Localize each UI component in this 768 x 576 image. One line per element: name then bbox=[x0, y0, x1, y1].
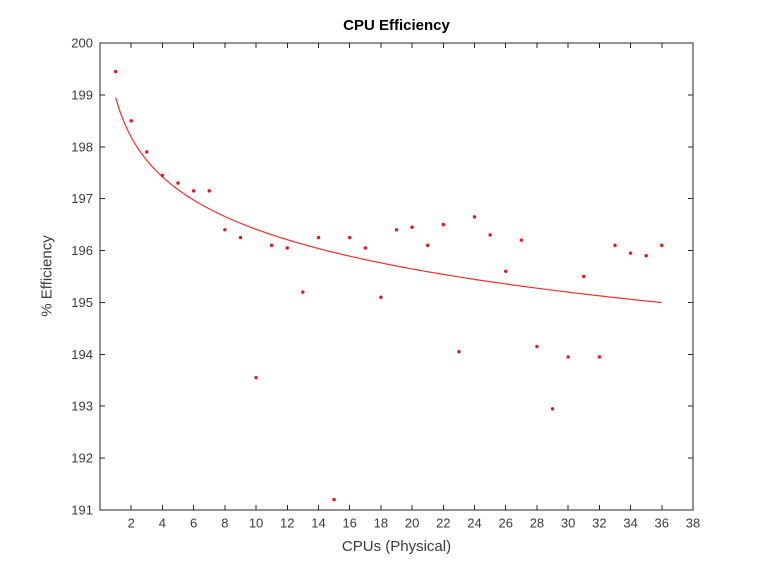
data-point bbox=[628, 251, 633, 255]
data-point bbox=[254, 375, 258, 380]
x-tick-label: 36 bbox=[655, 516, 669, 531]
axes-box bbox=[99, 42, 694, 511]
x-tick-label: 8 bbox=[221, 516, 228, 531]
x-tick-label: 34 bbox=[623, 516, 637, 531]
y-tick-label: 200 bbox=[71, 36, 93, 51]
data-point bbox=[472, 215, 477, 219]
x-tick-label: 20 bbox=[405, 516, 419, 531]
data-point bbox=[223, 228, 227, 232]
data-point bbox=[332, 497, 336, 502]
y-axis-label: % Efficiency bbox=[38, 235, 56, 317]
x-axis-label: CPUs (Physical) bbox=[341, 538, 452, 555]
y-tick-label: 196 bbox=[71, 243, 93, 258]
data-point bbox=[113, 69, 118, 74]
data-point bbox=[660, 243, 664, 248]
data-point bbox=[379, 295, 383, 299]
data-point bbox=[191, 189, 196, 193]
y-tick-label: 198 bbox=[71, 139, 93, 154]
x-tick-label: 4 bbox=[159, 516, 166, 531]
data-point bbox=[410, 225, 414, 229]
x-tick-label: 10 bbox=[249, 516, 263, 531]
data-point bbox=[488, 233, 492, 237]
x-tick-label: 32 bbox=[592, 516, 606, 531]
data-point bbox=[457, 350, 461, 354]
y-tick-label: 192 bbox=[71, 451, 93, 466]
y-tick-label: 199 bbox=[71, 87, 93, 102]
x-tick-label: 2 bbox=[128, 516, 135, 531]
fit-curve bbox=[115, 97, 662, 304]
data-point bbox=[550, 407, 555, 411]
x-tick-label: 12 bbox=[280, 516, 294, 531]
data-point bbox=[582, 274, 586, 279]
data-point bbox=[597, 355, 602, 359]
x-tick-label: 18 bbox=[374, 516, 388, 531]
data-point bbox=[269, 243, 274, 248]
data-point bbox=[519, 238, 524, 242]
data-point bbox=[566, 355, 570, 359]
x-tick-label: 22 bbox=[436, 516, 450, 531]
data-point bbox=[347, 235, 352, 240]
y-tick-label: 194 bbox=[71, 347, 93, 362]
x-tick-label: 26 bbox=[499, 516, 513, 531]
x-tick-label: 16 bbox=[342, 516, 356, 531]
data-point bbox=[160, 173, 165, 178]
y-tick-label: 195 bbox=[71, 295, 93, 310]
x-tick-label: 14 bbox=[311, 516, 325, 531]
y-tick-label: 197 bbox=[71, 191, 93, 206]
data-point bbox=[176, 181, 180, 185]
data-point bbox=[285, 246, 289, 250]
data-point bbox=[363, 246, 367, 250]
data-point bbox=[207, 189, 211, 193]
data-point bbox=[535, 344, 539, 349]
data-point bbox=[394, 228, 399, 232]
x-tick-label: 38 bbox=[686, 516, 700, 531]
x-tick-label: 24 bbox=[467, 516, 481, 531]
x-tick-label: 30 bbox=[561, 516, 575, 531]
x-tick-label: 28 bbox=[530, 516, 544, 531]
data-point bbox=[441, 222, 446, 227]
y-tick-label: 191 bbox=[71, 503, 93, 518]
data-point bbox=[504, 269, 508, 274]
data-point bbox=[129, 119, 133, 123]
data-point bbox=[426, 243, 430, 248]
data-point bbox=[613, 243, 617, 248]
x-tick-label: 6 bbox=[190, 516, 197, 531]
data-point bbox=[301, 290, 305, 294]
data-point bbox=[644, 254, 648, 258]
data-point bbox=[145, 150, 149, 154]
y-tick-label: 193 bbox=[71, 399, 93, 414]
data-point bbox=[316, 235, 321, 240]
chart-title: CPU Efficiency bbox=[343, 17, 450, 34]
data-point bbox=[238, 235, 243, 240]
